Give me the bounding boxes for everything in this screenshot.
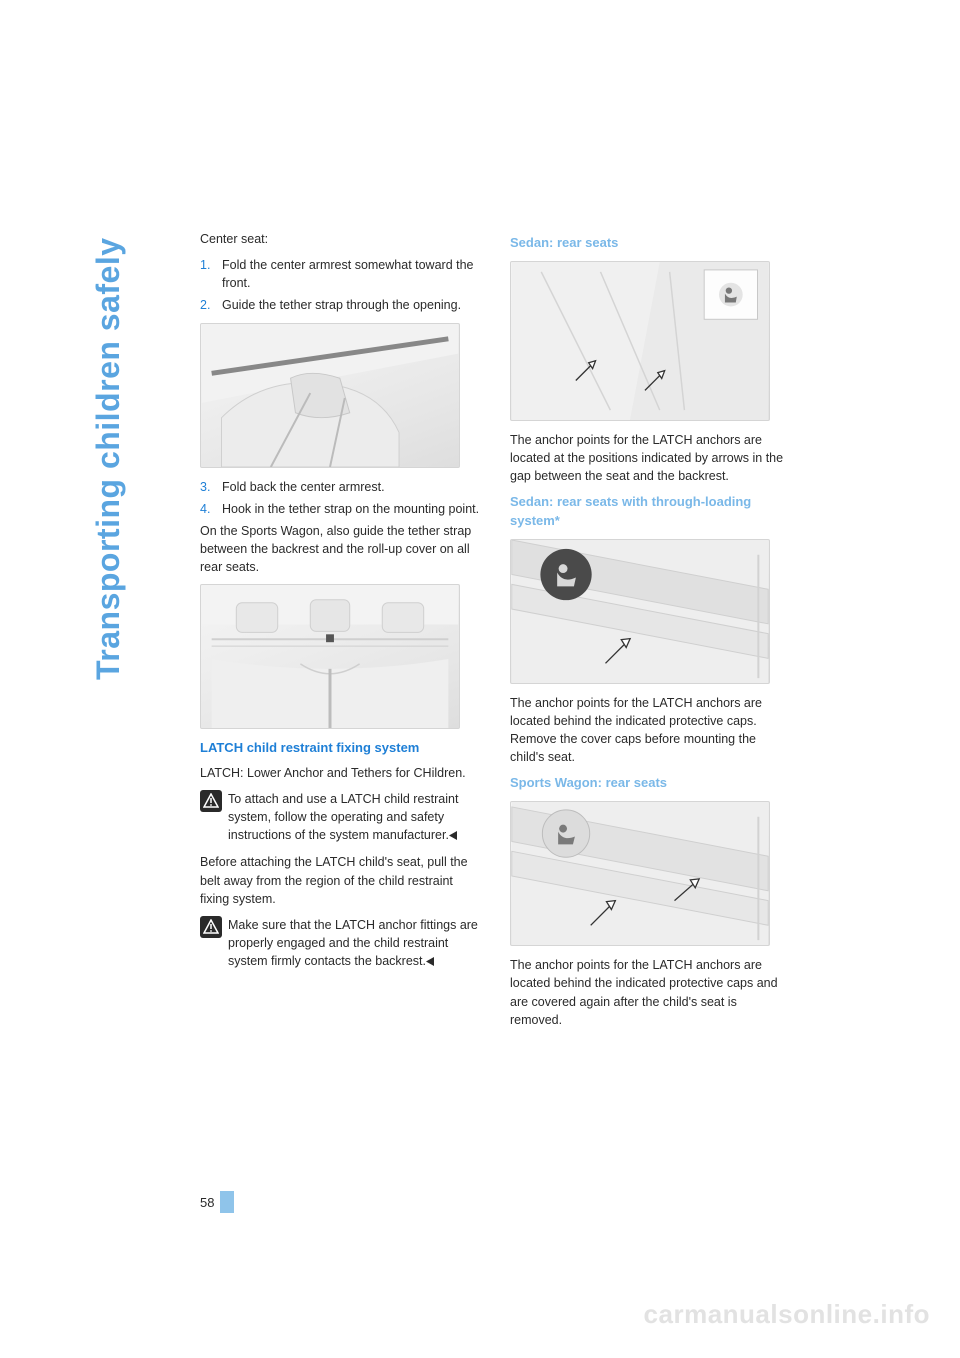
step-text: Fold the center armrest somewhat toward … — [222, 256, 480, 292]
figure-sports-wagon-rear: MV061106VA — [510, 801, 770, 946]
manual-page: Transporting children safely Center seat… — [0, 0, 960, 1358]
warning-text: To attach and use a LATCH child restrain… — [228, 790, 480, 845]
latch-definition: LATCH: Lower Anchor and Tethers for CHil… — [200, 764, 480, 782]
step-item: 3. Fold back the center armrest. — [200, 478, 480, 496]
page-number-text: 58 — [200, 1195, 214, 1210]
warning-icon — [200, 790, 222, 812]
step-text: Guide the tether strap through the openi… — [222, 296, 480, 314]
sedan-rear-text: The anchor points for the LATCH anchors … — [510, 431, 790, 485]
step-item: 4. Hook in the tether strap on the mount… — [200, 500, 480, 518]
warning-icon — [200, 916, 222, 938]
figure-sedan-through-loading: MV039810CM — [510, 539, 770, 684]
step-number: 1. — [200, 256, 222, 292]
heading-sedan-through-loading: Sedan: rear seats with through-loading s… — [510, 493, 790, 531]
heading-latch: LATCH child restraint fixing system — [200, 739, 480, 758]
sports-wagon-rear-text: The anchor points for the LATCH anchors … — [510, 956, 790, 1029]
figure-rear-headrests: WC018604VA — [200, 584, 460, 729]
end-marker-icon — [449, 827, 458, 845]
end-marker-icon — [426, 953, 435, 971]
sports-wagon-note: On the Sports Wagon, also guide the teth… — [200, 522, 480, 576]
step-number: 4. — [200, 500, 222, 518]
left-column: Center seat: 1. Fold the center armrest … — [200, 230, 480, 979]
step-number: 2. — [200, 296, 222, 314]
heading-sports-wagon-rear: Sports Wagon: rear seats — [510, 774, 790, 793]
sedan-through-loading-text: The anchor points for the LATCH anchors … — [510, 694, 790, 767]
warning-notice: Make sure that the LATCH anchor fittings… — [200, 916, 480, 971]
step-number: 3. — [200, 478, 222, 496]
watermark-text: carmanualsonline.info — [644, 1299, 930, 1330]
warning-notice: To attach and use a LATCH child restrain… — [200, 790, 480, 845]
figure-sedan-rear-seats: VA096104VA — [510, 261, 770, 421]
step-text: Fold back the center armrest. — [222, 478, 480, 496]
step-text: Hook in the tether strap on the mounting… — [222, 500, 480, 518]
page-number-block — [220, 1191, 234, 1213]
warning-text: Make sure that the LATCH anchor fittings… — [228, 916, 480, 971]
heading-sedan-rear: Sedan: rear seats — [510, 234, 790, 253]
step-item: 1. Fold the center armrest somewhat towa… — [200, 256, 480, 292]
step-item: 2. Guide the tether strap through the op… — [200, 296, 480, 314]
right-column: Sedan: rear seats — [510, 228, 790, 1037]
section-title-vertical: Transporting children safely — [90, 237, 127, 680]
before-attaching-text: Before attaching the LATCH child's seat,… — [200, 853, 480, 907]
figure-armrest-strap: MV041404CM — [200, 323, 460, 468]
center-seat-label: Center seat: — [200, 230, 480, 248]
page-number: 58 — [200, 1191, 234, 1213]
